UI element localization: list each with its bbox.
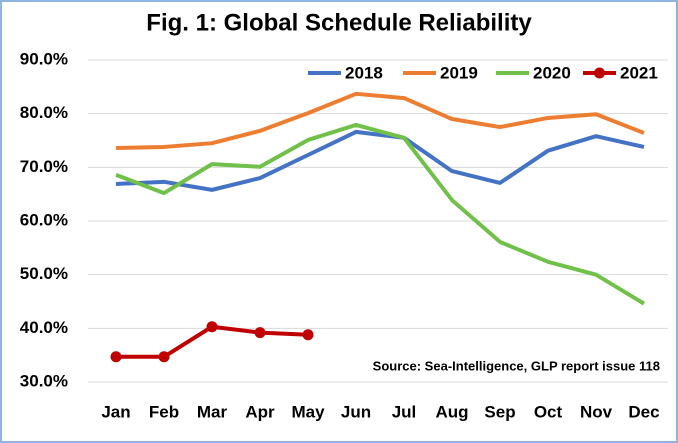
y-tick-label: 30.0% <box>20 371 68 390</box>
x-tick-label: Jun <box>341 402 371 421</box>
x-tick-label: Feb <box>149 402 179 421</box>
y-tick-label: 60.0% <box>20 210 68 229</box>
legend-label: 2018 <box>345 63 383 82</box>
annotation: Source: Sea-Intelligence, GLP report iss… <box>373 358 660 373</box>
legend-label: 2019 <box>440 63 478 82</box>
point <box>206 321 218 333</box>
chart-title: Fig. 1: Global Schedule Reliability <box>146 9 532 36</box>
x-tick-label: Mar <box>197 402 228 421</box>
y-tick-label: 40.0% <box>20 318 68 337</box>
x-tick-label: Oct <box>534 402 563 421</box>
legend-label: 2021 <box>620 63 658 82</box>
series-line <box>115 122 646 306</box>
point <box>158 351 170 363</box>
x-tick-label: Dec <box>628 402 659 421</box>
legend-marker <box>594 67 605 79</box>
x-tick-label: May <box>291 402 325 421</box>
y-tick-label: 80.0% <box>20 103 68 122</box>
point <box>254 327 266 339</box>
point <box>302 329 314 341</box>
x-tick-label: Sep <box>484 402 515 421</box>
x-tick-label: Nov <box>580 402 613 421</box>
series-line <box>115 91 645 151</box>
legend-label: 2020 <box>533 63 571 82</box>
x-tick-label: Jul <box>392 402 417 421</box>
y-tick-label: 90.0% <box>20 49 68 68</box>
y-tick-label: 50.0% <box>20 264 68 283</box>
x-tick-label: Aug <box>435 402 468 421</box>
x-tick-label: Jan <box>101 402 130 421</box>
series-line <box>115 129 645 192</box>
x-tick-label: Apr <box>245 402 275 421</box>
y-tick-label: 70.0% <box>20 157 68 176</box>
point <box>110 351 122 363</box>
